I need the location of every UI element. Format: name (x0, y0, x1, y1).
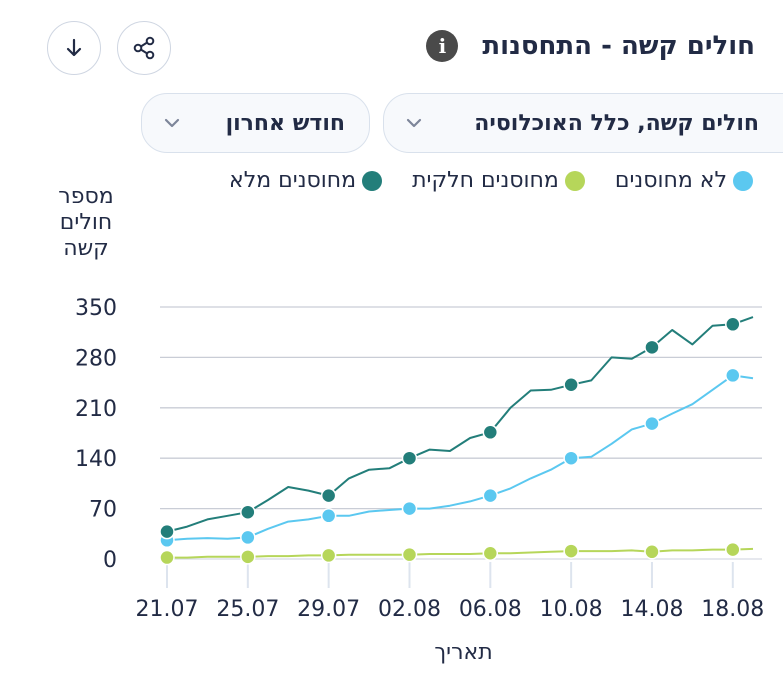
data-point-partial (644, 544, 660, 560)
legend-item-unvaccinated[interactable]: לא מחוסנים (615, 168, 753, 193)
header: חולים קשה - התחסנות i (426, 30, 755, 62)
y-tick-label: 210 (75, 397, 117, 422)
data-point-unvaccinated (320, 508, 337, 524)
share-icon (133, 36, 155, 60)
share-button[interactable] (117, 21, 171, 75)
legend-marker (733, 170, 753, 191)
data-point-full (240, 504, 256, 520)
data-point-partial (240, 549, 256, 565)
y-tick-label: 350 (75, 296, 117, 321)
y-tick-label: 140 (75, 447, 117, 472)
page-title: חולים קשה - התחסנות (482, 31, 755, 61)
data-point-partial (320, 547, 337, 564)
x-tick-label: 25.07 (216, 597, 279, 622)
arrow-down-icon (66, 38, 82, 57)
data-point-full (563, 377, 579, 393)
legend-item-full[interactable]: מחוסנים מלא (229, 168, 383, 193)
population-dropdown[interactable]: חולים קשה, כלל האוכלוסיה (383, 93, 783, 153)
x-tick-label: 06.08 (459, 597, 522, 622)
data-point-partial (401, 546, 418, 563)
data-point-partial (725, 541, 741, 558)
data-point-full (401, 450, 418, 466)
data-point-full (644, 339, 660, 356)
data-point-partial (482, 545, 499, 561)
data-point-unvaccinated (725, 367, 741, 384)
legend-marker (362, 170, 383, 191)
legend-marker (564, 170, 585, 191)
x-tick-label: 21.07 (136, 597, 199, 622)
legend-label: מחוסנים חלקית (412, 168, 559, 193)
legend-label: מחוסנים מלא (229, 168, 357, 193)
period-dropdown[interactable]: חודש אחרון (141, 93, 370, 153)
chevron-down-icon (164, 118, 180, 128)
data-point-full (482, 424, 499, 441)
series-line-full (166, 316, 754, 533)
chart-legend: לא מחוסנים מחוסנים חלקית מחוסנים מלא (229, 168, 753, 193)
legend-label: לא מחוסנים (614, 168, 727, 193)
x-tick-label: 29.07 (297, 597, 360, 622)
info-icon[interactable]: i (426, 30, 459, 62)
period-dropdown-label: חודש אחרון (225, 110, 345, 136)
x-axis-title: תאריך (434, 640, 493, 665)
data-point-unvaccinated (482, 487, 499, 504)
x-tick-label: 14.08 (620, 597, 683, 622)
data-point-full (159, 523, 175, 540)
x-tick-label: 02.08 (378, 597, 441, 622)
data-point-full (320, 487, 337, 504)
y-tick-label: 280 (75, 346, 117, 371)
population-dropdown-label: חולים קשה, כלל האוכלוסיה (474, 110, 759, 136)
data-point-unvaccinated (401, 500, 418, 517)
data-point-unvaccinated (644, 415, 660, 432)
y-tick-label: 70 (89, 498, 117, 523)
chevron-down-icon (406, 118, 422, 128)
y-axis-title: מספר חולים קשה (58, 184, 114, 261)
data-point-unvaccinated (240, 529, 256, 546)
data-point-partial (563, 543, 579, 559)
x-tick-label: 18.08 (701, 597, 764, 622)
legend-item-partial[interactable]: מחוסנים חלקית (412, 168, 585, 193)
data-point-full (725, 316, 741, 333)
x-axis-title-wrap: תאריך (0, 640, 783, 665)
download-button[interactable] (47, 21, 101, 75)
data-point-unvaccinated (563, 450, 579, 466)
x-tick-label: 10.08 (540, 597, 603, 622)
y-tick-label: 0 (103, 548, 117, 573)
data-point-partial (159, 549, 175, 566)
